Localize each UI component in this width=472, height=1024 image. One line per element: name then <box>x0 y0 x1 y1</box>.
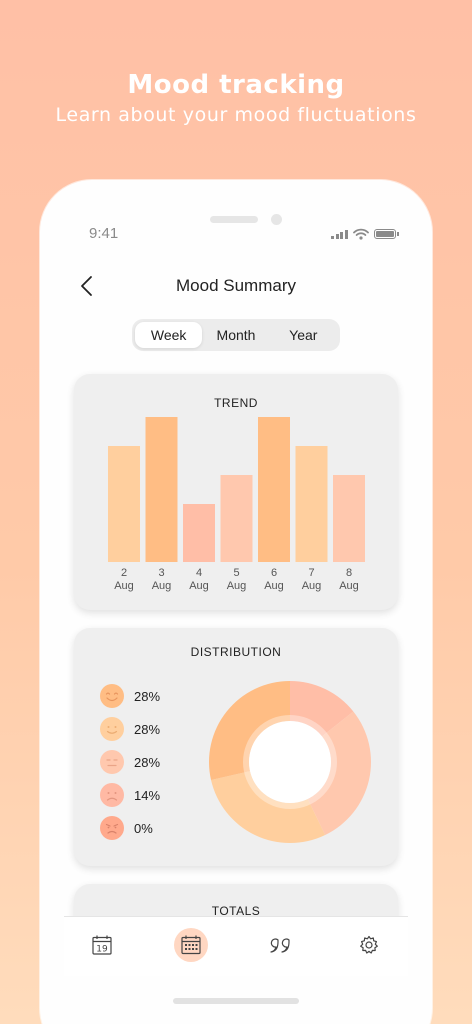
wifi-icon <box>352 228 369 240</box>
totals-title: TOTALS <box>211 904 261 918</box>
trend-month-label: Aug <box>227 580 247 592</box>
legend-percent: 0% <box>134 820 153 836</box>
legend-item: 28% <box>100 750 160 774</box>
chevron-left-icon[interactable] <box>76 274 100 298</box>
legend-percent: 28% <box>134 721 161 737</box>
legend-percent: 28% <box>134 688 161 704</box>
tab-calendar[interactable]: 19 <box>85 928 119 962</box>
phone-speaker <box>210 216 258 223</box>
sad-face-icon <box>100 783 124 807</box>
distribution-title: DISTRIBUTION <box>190 645 282 659</box>
tab-bar: 19 <box>64 916 408 976</box>
battery-icon <box>373 229 399 239</box>
page-title: Mood Summary <box>176 276 296 295</box>
trend-bar <box>333 475 365 562</box>
legend-item: 14% <box>100 783 160 807</box>
trend-bar <box>183 504 215 562</box>
trend-day-label: 2 <box>121 567 127 579</box>
angry-face-icon <box>100 816 124 840</box>
trend-bar <box>295 446 328 562</box>
trend-month-label: Aug <box>264 580 284 592</box>
calendar-icon: 19 <box>92 935 112 955</box>
legend-item: 28% <box>100 717 160 741</box>
trend-card: TREND 2 Aug 3 Aug 4 Aug 5 Aug 6 Aug 7 Aug 8 Aug <box>74 374 398 610</box>
legend-item: 0% <box>100 816 153 840</box>
donut-slice-happy <box>211 771 326 843</box>
segment-month[interactable]: Month <box>216 327 256 343</box>
trend-month-label: Aug <box>152 580 172 592</box>
trend-day-label: 6 <box>271 567 277 579</box>
trend-day-label: 4 <box>196 567 202 579</box>
trend-month-label: Aug <box>339 580 359 592</box>
cellular-signal-icon <box>331 229 348 239</box>
happy-face-icon <box>100 717 124 741</box>
legend-percent: 28% <box>134 754 161 770</box>
legend-item: 28% <box>100 684 160 708</box>
donut-inner-ring <box>243 715 337 809</box>
trend-bar <box>220 475 253 562</box>
neutral-face-icon <box>100 750 124 774</box>
tab-quotes[interactable] <box>263 928 297 962</box>
promo-subtitle: Learn about your mood fluctuations <box>55 104 417 126</box>
trend-bar <box>258 417 290 562</box>
trend-day-label: 3 <box>158 567 164 579</box>
status-time: 9:41 <box>89 225 119 242</box>
gear-icon <box>360 935 378 954</box>
trend-title: TREND <box>214 396 258 410</box>
trend-month-label: Aug <box>114 580 134 592</box>
calendar-day: 19 <box>96 945 108 955</box>
trend-bar <box>145 417 178 562</box>
very-happy-face-icon <box>100 684 124 708</box>
segment-week[interactable]: Week <box>135 322 203 348</box>
phone-camera <box>271 214 282 225</box>
donut-hole <box>249 721 331 803</box>
segment-year[interactable]: Year <box>289 327 318 343</box>
trend-day-label: 7 <box>308 567 314 579</box>
trend-day-label: 5 <box>233 567 239 579</box>
trend-day-label: 8 <box>346 567 352 579</box>
donut-slice-neutral <box>307 711 371 835</box>
home-indicator <box>173 998 299 1004</box>
phone-frame: 9:41 Mood Summary Week Month Year TREND … <box>40 180 432 1024</box>
trend-bar <box>108 446 140 562</box>
donut-slice-very-happy <box>209 681 290 781</box>
legend-percent: 14% <box>134 787 161 803</box>
distribution-card: DISTRIBUTION 28% 28% <box>74 628 398 866</box>
promo-title: Mood tracking <box>127 70 345 100</box>
status-icons <box>331 228 399 240</box>
trend-month-label: Aug <box>302 580 322 592</box>
trend-month-label: Aug <box>189 580 209 592</box>
donut-slice-sad <box>290 681 354 737</box>
tab-settings[interactable] <box>352 928 386 962</box>
distribution-donut-chart <box>209 681 371 843</box>
calendar-grid-icon <box>181 935 201 955</box>
period-segmented-control: Week Month Year <box>132 319 340 351</box>
quote-icon <box>270 938 290 953</box>
tab-summary[interactable] <box>174 928 208 962</box>
